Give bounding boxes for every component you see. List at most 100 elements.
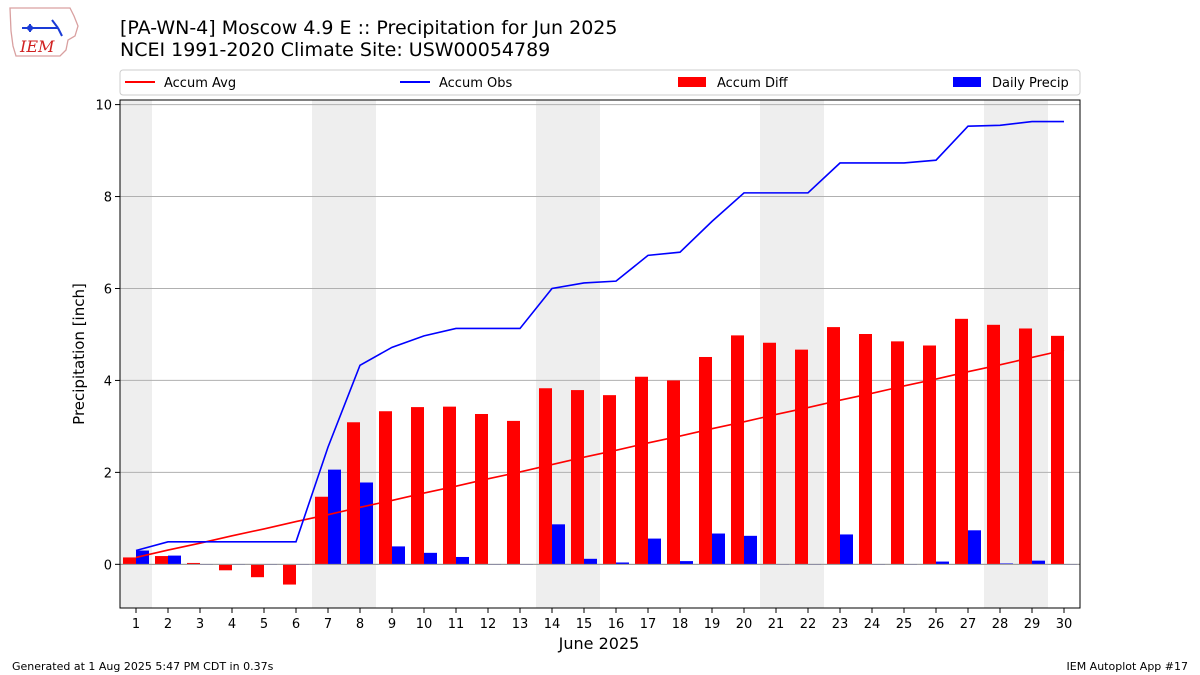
accum-diff-bar (315, 496, 328, 565)
x-tick-label: 25 (896, 617, 913, 632)
accum-diff-bar (283, 564, 296, 585)
x-tick-label: 24 (864, 617, 881, 632)
lines (120, 120, 1080, 565)
legend-box (119, 69, 1081, 96)
accum-diff-bar (571, 390, 584, 565)
x-tick-label: 18 (672, 617, 689, 632)
daily-precip-bar (328, 469, 341, 565)
x-tick-label: 2 (164, 617, 172, 632)
legend-swatch-bar (953, 77, 981, 87)
x-tick-label: 26 (928, 617, 945, 632)
accum-diff-bar (155, 556, 168, 565)
accum-diff-bar (539, 388, 552, 565)
daily-precip-bar (840, 534, 853, 565)
x-tick-label: 12 (480, 617, 497, 632)
accum-diff-bar (731, 335, 744, 565)
x-tick-label: 11 (448, 617, 465, 632)
y-tick-label: 10 (95, 99, 112, 114)
accum-diff-bar (635, 376, 648, 565)
accum-diff-bar (987, 324, 1000, 565)
accum-diff-bar (891, 341, 904, 565)
y-tick-label: 6 (104, 282, 112, 297)
x-tick-label: 3 (196, 617, 204, 632)
daily-precip-bar (648, 538, 661, 565)
daily-precip-bar (424, 552, 437, 565)
daily-precip-bar (616, 562, 629, 565)
x-tick-label: 21 (768, 617, 785, 632)
chart-title: [PA-WN-4] Moscow 4.9 E :: Precipitation … (120, 17, 618, 39)
accum-diff-bar (923, 345, 936, 565)
station-dot-icon (27, 25, 33, 31)
y-axis-label: Precipitation [inch] (70, 283, 88, 425)
daily-precip-bar (1032, 560, 1045, 565)
iowa-outline-shape (9, 7, 79, 57)
accum-avg-line (135, 349, 1065, 559)
legend-swatch-bar (678, 77, 706, 87)
daily-precip-bar (584, 558, 597, 565)
x-tick-label: 1 (132, 617, 140, 632)
x-tick-label: 29 (1024, 617, 1041, 632)
accum-diff-bar (667, 380, 680, 565)
x-tick-label: 22 (800, 617, 817, 632)
x-tick-label: 13 (512, 617, 529, 632)
daily-precip-bar (168, 555, 181, 565)
daily-precip-bar (680, 561, 693, 565)
x-tick-label: 23 (832, 617, 849, 632)
accum-diff-bar (507, 420, 520, 565)
accum-diff-bar (1019, 328, 1032, 565)
x-tick-label: 15 (576, 617, 593, 632)
x-tick-label: 5 (260, 617, 268, 632)
x-tick-label: 6 (292, 617, 300, 632)
y-tick-label: 4 (104, 374, 112, 389)
accum-diff-bar (603, 395, 616, 565)
bars (123, 318, 1077, 585)
daily-precip-bar (552, 524, 565, 565)
accum-diff-bar (1051, 335, 1064, 565)
legend-label: Accum Avg (164, 76, 236, 91)
x-axis-label: June 2025 (558, 634, 640, 653)
accum-diff-bar (443, 406, 456, 565)
accum-obs-line (135, 120, 1064, 552)
daily-precip-bar (968, 530, 981, 565)
accum-diff-bar (411, 407, 424, 565)
chart-subtitle: NCEI 1991-2020 Climate Site: USW00054789 (120, 39, 551, 61)
accum-diff-bar (251, 564, 264, 578)
plot-frame (119, 99, 1081, 609)
x-tick-label: 17 (640, 617, 657, 632)
accum-diff-bar (347, 422, 360, 565)
y-tick-label: 0 (104, 558, 112, 573)
accum-diff-bar (699, 356, 712, 565)
daily-precip-bar (456, 556, 469, 565)
daily-precip-bar (136, 550, 149, 565)
accum-diff-bar (475, 413, 488, 565)
accum-diff-bar (795, 349, 808, 565)
x-tick-label: 19 (704, 617, 721, 632)
x-tick-label: 8 (356, 617, 364, 632)
x-tick-label: 9 (388, 617, 396, 632)
x-tick-label: 16 (608, 617, 625, 632)
y-tick-label: 8 (104, 191, 112, 206)
x-tick-label: 30 (1056, 617, 1073, 632)
daily-precip-bar (936, 561, 949, 565)
accum-diff-bar (379, 411, 392, 565)
daily-precip-bar (392, 546, 405, 565)
legend-label: Accum Obs (439, 76, 512, 91)
accum-diff-bar (187, 562, 200, 565)
y-tick-label: 2 (104, 466, 112, 481)
legend: Accum Avg Accum Obs Accum Diff Daily Precip (119, 69, 1081, 96)
iem-logo-text: IEM (19, 37, 55, 56)
daily-precip-bar (360, 482, 373, 565)
accum-diff-bar (763, 342, 776, 565)
x-tick-label: 27 (960, 617, 977, 632)
legend-label: Accum Diff (717, 76, 789, 91)
accum-diff-bar (859, 334, 872, 565)
x-tick-label: 14 (544, 617, 561, 632)
daily-precip-bar (712, 533, 725, 565)
iem-logo: IEM (9, 7, 79, 57)
accum-diff-bar (955, 318, 968, 565)
accum-diff-bar (827, 327, 840, 565)
x-tick-label: 4 (228, 617, 236, 632)
accum-diff-bar (219, 564, 232, 571)
